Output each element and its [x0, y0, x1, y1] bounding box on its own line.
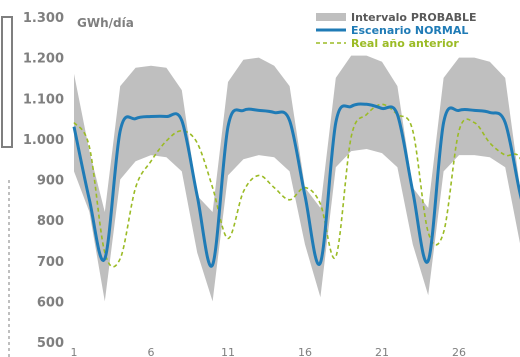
- x-tick-label: 11: [221, 346, 235, 357]
- legend-label: Real año anterior: [351, 37, 459, 50]
- x-tick-label: 6: [148, 346, 155, 357]
- y-tick-label: 800: [37, 214, 64, 229]
- y-tick-label: 700: [37, 255, 64, 270]
- x-tick-label: 21: [375, 346, 389, 357]
- unit-label: GWh/día: [77, 16, 134, 30]
- x-axis-ticks: 1 6 11 16 21 26: [71, 346, 467, 357]
- y-tick-label: 600: [37, 295, 64, 310]
- x-tick-label: 26: [452, 346, 466, 357]
- y-tick-label: 900: [37, 174, 64, 189]
- y-tick-label: 500: [37, 336, 64, 351]
- x-tick-label: 16: [298, 346, 312, 357]
- series-escenario-normal: [72, 102, 520, 268]
- y-axis-ticks: 500 600 700 800 900 1.000 1.100 1.200 1.300: [23, 11, 64, 351]
- y-tick-label: 1.100: [23, 92, 64, 107]
- y-tick-label: 1.300: [23, 11, 64, 26]
- plot-area: [72, 55, 520, 302]
- x-tick-label: 1: [71, 346, 78, 357]
- series-real-ano-anterior: [73, 103, 520, 268]
- y-tick-label: 1.000: [23, 133, 64, 148]
- left-frame-border: [1, 16, 13, 148]
- legend-label: Escenario NORMAL: [351, 24, 468, 37]
- y-tick-label: 1.200: [23, 52, 64, 67]
- legend-label: Intervalo PROBABLE: [351, 11, 477, 24]
- probable-interval-band: [74, 55, 520, 302]
- legend-swatch-band: [316, 13, 346, 21]
